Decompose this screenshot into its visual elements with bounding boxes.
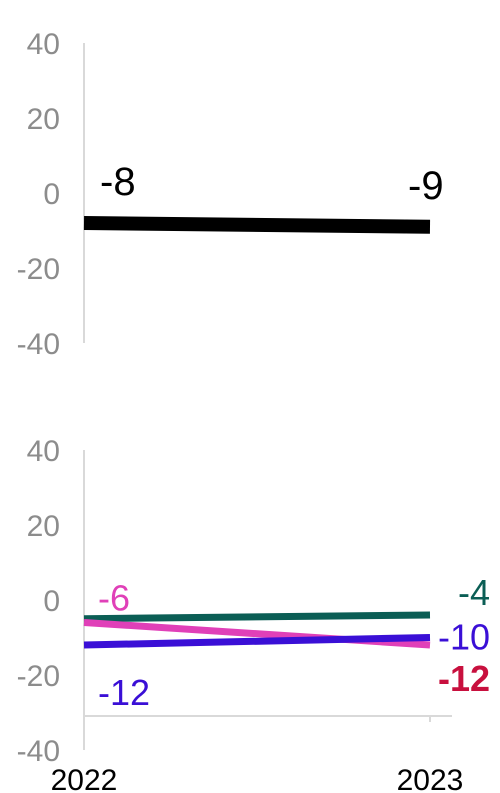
panel-1-y-tick-label: -20: [17, 253, 60, 286]
panel-1-y-tick-label: 0: [43, 178, 60, 211]
panel-1-y-tick-label: 20: [27, 103, 60, 136]
panel-1-y-tick-label: 40: [27, 28, 60, 61]
panel-2-data-label: -10: [438, 617, 490, 658]
panel-2-y-tick-label: -40: [17, 735, 60, 768]
panel-2-y-tick-label: 40: [27, 435, 60, 468]
panel-2-y-tick-label: 20: [27, 510, 60, 543]
x-tick-label: 2022: [51, 764, 118, 793]
panel-1-data-label: -8: [100, 160, 136, 204]
panel-2-series-line: [83, 611, 431, 623]
panel-1: 40 20 0 -20 -40 -8 -9: [17, 28, 444, 361]
panel-2-series-line: [83, 634, 431, 649]
panel-2-data-label: -12: [438, 658, 490, 699]
panel-1-y-tick-label: -40: [17, 328, 60, 361]
panel-1-series-line: [83, 216, 431, 234]
panel-2-data-label: -6: [98, 578, 130, 619]
panel-1-data-label: -9: [408, 164, 444, 208]
x-tick-label: 2023: [397, 764, 464, 793]
panel-2-y-tick-label: 0: [43, 585, 60, 618]
panel-2-data-label: -12: [98, 672, 150, 713]
panel-2-data-label: -4: [458, 572, 490, 613]
panel-2-y-tick-label: -20: [17, 660, 60, 693]
